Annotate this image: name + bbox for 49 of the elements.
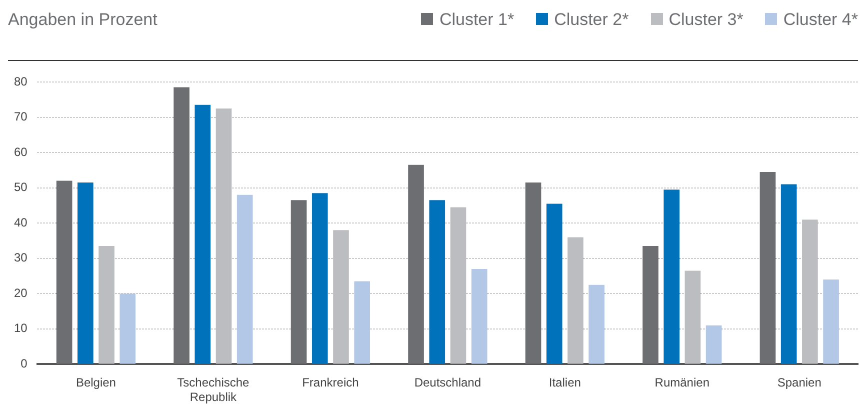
x-tick-label: Deutschland <box>414 376 482 390</box>
bar <box>546 204 562 364</box>
bar <box>684 270 701 364</box>
x-tick-label: Rumänien <box>654 376 710 390</box>
x-tick-label: Belgien <box>76 376 116 390</box>
bar <box>802 220 818 364</box>
y-tick-label: 70 <box>14 110 28 124</box>
x-tick-label: Italien <box>548 376 581 390</box>
bar <box>525 182 542 364</box>
bar <box>429 200 446 364</box>
bar <box>664 190 680 364</box>
y-tick-label: 10 <box>14 321 28 336</box>
y-tick-label: 20 <box>14 286 28 300</box>
bar <box>450 207 466 364</box>
bar <box>98 246 114 364</box>
bar <box>236 194 253 364</box>
bar <box>408 164 424 364</box>
legend-label: Cluster 1* <box>438 10 514 30</box>
legend-label: Cluster 4* <box>782 10 858 30</box>
y-tick-label: 30 <box>14 250 28 265</box>
bar <box>78 182 94 364</box>
bar <box>760 172 776 364</box>
x-tick-label: Spanien <box>777 376 822 390</box>
bar <box>354 281 370 364</box>
bar <box>588 284 604 364</box>
y-tick-label: 0 <box>20 356 28 371</box>
bar <box>216 108 232 364</box>
y-tick-label: 50 <box>14 180 28 194</box>
bar <box>471 268 488 364</box>
y-tick-label: 80 <box>14 74 28 88</box>
y-tick-label: 60 <box>14 144 28 159</box>
bar <box>333 230 349 364</box>
y-tick-label: 40 <box>14 215 28 230</box>
legend-label: Cluster 3* <box>668 10 744 30</box>
bar <box>120 294 136 364</box>
bar <box>194 104 211 364</box>
x-tick-label: Tschechische Republik <box>177 376 250 404</box>
bar <box>642 246 658 364</box>
bar <box>780 184 797 364</box>
bar <box>56 180 72 364</box>
bar <box>174 87 190 364</box>
x-tick-label: Frankreich <box>302 376 359 390</box>
bar <box>290 200 307 364</box>
bar <box>706 325 722 364</box>
bar <box>568 237 584 364</box>
bar <box>312 193 328 364</box>
legend-label: Cluster 2* <box>553 10 629 30</box>
bar <box>823 280 839 364</box>
chart-title: Angaben in Prozent <box>8 10 158 30</box>
